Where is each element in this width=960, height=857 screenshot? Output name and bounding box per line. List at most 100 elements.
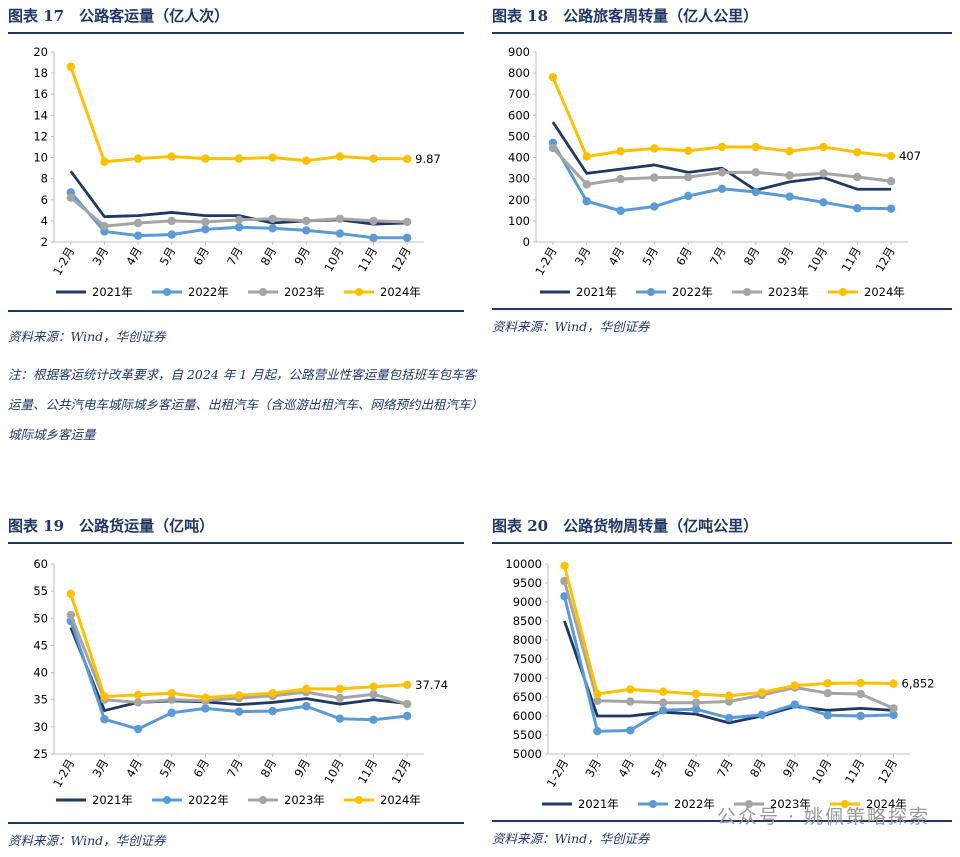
series-line-2024年 [69, 593, 408, 700]
x-tick-label: 10月 [321, 245, 346, 275]
data-point-2024年 [369, 154, 378, 163]
x-tick-label: 7月 [224, 245, 246, 268]
data-point-2024年 [853, 148, 862, 157]
data-point-2022年 [593, 727, 602, 736]
y-tick-label: 2 [41, 235, 48, 249]
data-point-2024年 [335, 152, 345, 161]
data-point-2023年 [819, 169, 828, 178]
legend-label: 2022年 [672, 285, 713, 299]
data-point-2023年 [133, 698, 143, 707]
data-point-2024年 [167, 152, 176, 161]
chart-panel-20: 图表 20 公路货物周转量（亿吨公里） 5000 5500 6000 6500 7000… [492, 514, 952, 854]
y-tick-label: 55 [33, 584, 48, 598]
series-line-2023年 [69, 614, 408, 706]
x-tick-label: 5月 [157, 245, 179, 268]
x-tick-label: 9月 [780, 757, 802, 780]
data-point-2022年 [369, 233, 378, 242]
data-point-2022年 [100, 715, 109, 724]
legend-marker [839, 288, 847, 296]
legend-label: 2021年 [92, 285, 133, 299]
data-point-2022年 [889, 710, 898, 720]
data-point-2024年 [751, 142, 761, 152]
data-point-2024年 [582, 152, 591, 161]
x-tick-label: 12月 [389, 757, 414, 787]
y-tick-label: 300 [508, 172, 530, 186]
line-chart-passenger-volume: 2 4 6 8 10 12 14 16 18 20 1-2月 3月 4月 5月 6月 7月 8月 9月 10月 11月… [33, 45, 441, 299]
chart-title: 图表 18 公路旅客周转量（亿人公里） [492, 7, 759, 25]
data-point-2022年 [268, 224, 277, 233]
x-tick-label: 11月 [355, 757, 380, 787]
data-point-2023年 [683, 172, 693, 182]
data-point-2024年 [201, 693, 210, 702]
x-tick-label: 7月 [714, 757, 736, 780]
x-tick-label: 9月 [291, 245, 313, 268]
y-tick-label: 100 [508, 214, 530, 228]
data-point-2022年 [369, 715, 378, 724]
legend-label: 2023年 [770, 797, 811, 811]
data-point-2022年 [717, 184, 727, 193]
x-tick-label: 4月 [123, 757, 145, 780]
x-tick-label: 1-2月 [532, 245, 559, 278]
data-point-2023年 [856, 689, 865, 699]
data-point-2023年 [886, 177, 896, 186]
legend-label: 2021年 [578, 797, 619, 811]
chart-panel-18: 图表 18 公路旅客周转量（亿人公里） 0 100 200 300 400 500 600 7… [492, 4, 952, 344]
y-tick-label: 8000 [513, 633, 542, 647]
y-tick-label: 14 [33, 108, 48, 122]
y-tick-label: 12 [33, 129, 48, 143]
data-point-2024年 [302, 156, 311, 165]
data-point-2023年 [582, 180, 591, 189]
x-tick-label: 10月 [321, 757, 346, 787]
data-point-2023年 [823, 689, 832, 698]
x-tick-label: 11月 [842, 757, 867, 787]
data-point-2023年 [889, 704, 898, 713]
x-tick-label: 5月 [157, 757, 179, 780]
legend-marker [743, 288, 751, 296]
y-tick-label: 0 [523, 235, 530, 249]
x-tick-label: 6月 [681, 757, 703, 780]
data-point-2024年 [133, 154, 143, 163]
data-point-2024年 [100, 692, 109, 701]
data-point-2023年 [402, 699, 412, 709]
data-point-2024年 [757, 688, 767, 697]
legend-label: 2023年 [284, 285, 325, 299]
data-point-2024年 [593, 689, 602, 699]
data-point-2024年 [616, 147, 625, 156]
legend-marker [163, 288, 171, 296]
bottom-divider [492, 308, 952, 310]
legend-marker [745, 800, 753, 808]
data-point-2022年 [302, 702, 311, 711]
y-tick-label: 45 [33, 638, 48, 652]
chart-title: 图表 20 公路货物周转量（亿吨公里） [492, 517, 759, 535]
y-tick-label: 6000 [513, 709, 542, 723]
data-point-2024年 [724, 691, 734, 701]
data-point-2022年 [201, 704, 210, 713]
data-point-2024年 [268, 153, 277, 162]
series-line-2021年 [69, 170, 408, 226]
data-point-2023年 [626, 697, 635, 706]
y-tick-label: 50 [33, 611, 48, 625]
y-tick-label: 16 [33, 87, 48, 101]
chart-panel-17: 图表 17 公路客运量（亿人次） 2 4 6 8 10 12 14 16 18 20 1-2月 3月 4… [8, 4, 477, 444]
data-point-2023年 [268, 214, 277, 223]
y-tick-label: 500 [508, 129, 530, 143]
data-point-2024年 [658, 687, 668, 696]
legend-label: 2024年 [864, 285, 905, 299]
data-point-2024年 [823, 679, 832, 688]
data-point-2022年 [751, 187, 761, 197]
y-tick-label: 10000 [505, 557, 542, 571]
series-line-2021年 [69, 626, 408, 712]
y-tick-label: 9000 [513, 595, 542, 609]
y-tick-label: 7500 [513, 652, 542, 666]
data-point-2023年 [335, 693, 345, 703]
y-tick-label: 10 [33, 151, 48, 165]
x-tick-label: 6月 [673, 245, 695, 268]
data-point-2023年 [785, 171, 794, 180]
end-data-label: 9.87 [415, 152, 441, 166]
y-tick-label: 400 [508, 151, 530, 165]
data-point-2022年 [335, 229, 345, 238]
line-chart-freight-volume: 25 30 35 40 45 50 55 60 1-2月 3月 4月 5月 6月 7月 8月 9月 10月 11月… [33, 557, 448, 807]
data-point-2024年 [785, 147, 794, 156]
data-point-2024年 [402, 154, 412, 164]
data-point-2022年 [167, 230, 176, 239]
